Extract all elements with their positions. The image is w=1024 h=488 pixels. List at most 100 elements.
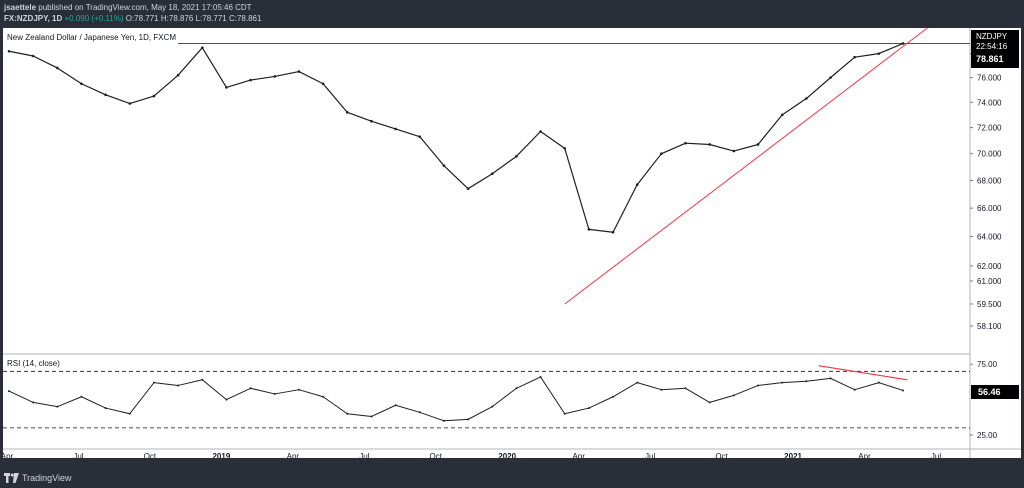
rsi-segment <box>8 390 34 403</box>
rsi-segment <box>685 387 710 403</box>
price-segment <box>467 173 493 190</box>
rsi-segment <box>564 407 590 415</box>
price-segment <box>661 142 686 155</box>
time-tick-label: Apr <box>572 452 585 458</box>
rsi-segment <box>757 382 783 386</box>
price-segment <box>515 131 541 157</box>
chart-background <box>3 28 1021 458</box>
chart-title: New Zealand Dollar / Japanese Yen, 1D, F… <box>7 33 176 42</box>
price-segment <box>419 136 445 167</box>
price-badge-price: 78.861 <box>976 54 1004 64</box>
time-tick-label: Jul <box>931 452 941 458</box>
price-segment <box>588 228 614 233</box>
tradingview-logo-icon[interactable] <box>4 473 19 483</box>
rsi-segment <box>733 384 759 396</box>
price-badge-countdown: 22:54:16 <box>976 42 1008 51</box>
price-segment <box>81 83 106 96</box>
chart-svg[interactable]: New Zealand Dollar / Japanese Yen, 1D, F… <box>1 27 1021 461</box>
footer-brand: TradingView <box>22 473 72 483</box>
price-segment <box>347 111 372 122</box>
price-segment <box>226 79 251 88</box>
price-segment <box>32 55 58 69</box>
rsi-segment <box>395 404 420 413</box>
price-tick-label: 62.000 <box>977 262 1002 271</box>
rsi-segment <box>588 396 614 409</box>
ohlc-info: FX:NZDJPY, 1D +0.090 (+0.11%) O:78.771 H… <box>4 14 261 23</box>
price-tick-label: 68.000 <box>977 176 1002 185</box>
price-segment <box>781 98 807 116</box>
price-badge: NZDJPY 22:54:16 78.861 <box>971 30 1019 68</box>
price-tick-label: 76.000 <box>977 74 1002 83</box>
rsi-segment <box>201 379 227 400</box>
author-name[interactable]: jsaettele <box>4 3 37 12</box>
time-tick-label: Jul <box>73 452 83 458</box>
rsi-segment <box>467 406 493 420</box>
rsi-series <box>8 375 904 422</box>
rsi-segment <box>830 377 855 391</box>
rsi-segment <box>612 382 638 398</box>
rsi-segment <box>129 382 155 415</box>
price-segment <box>805 77 831 100</box>
price-segment <box>274 70 300 78</box>
rsi-segment <box>81 396 106 409</box>
price-segment <box>709 143 735 152</box>
time-tick-label: 2019 <box>212 452 230 458</box>
time-tick-label: Jul <box>645 452 655 458</box>
price-tick-label: 74.000 <box>977 98 1002 107</box>
time-tick-label: Oct <box>715 452 728 458</box>
price-segment <box>371 120 396 130</box>
header-bar: jsaettele published on TradingView.com, … <box>0 0 1024 28</box>
price-tick-label: 70.000 <box>977 150 1002 159</box>
price-segment <box>564 148 590 230</box>
rsi-segment <box>782 380 807 384</box>
rsi-segment <box>33 401 58 408</box>
rsi-badge-value: 56.46 <box>978 387 1001 397</box>
rsi-point <box>902 389 904 392</box>
rsi-segment <box>540 376 566 414</box>
rsi-segment <box>274 389 300 395</box>
price-segment <box>153 74 179 97</box>
symbol-label: FX:NZDJPY, 1D <box>4 14 63 23</box>
support-trendline <box>564 27 928 305</box>
rsi-segment <box>443 418 469 422</box>
rsi-segment <box>419 411 445 422</box>
price-series <box>7 42 905 234</box>
price-badge-symbol: NZDJPY <box>976 32 1008 41</box>
rsi-segment <box>516 376 541 389</box>
time-tick-label: Apr <box>287 452 300 458</box>
time-axis-ticks: Apr Jul Oct 2019 Apr Jul Oct 2020 Apr Jul Oct 2021 A… <box>1 452 942 461</box>
time-tick-label: Apr <box>3 452 14 458</box>
rsi-segment <box>854 382 879 391</box>
rsi-segment <box>661 387 686 391</box>
rsi-tick-label: 25.00 <box>977 431 998 440</box>
rsi-segment <box>347 413 372 418</box>
price-tick-label: 59.500 <box>977 300 1002 309</box>
publish-text: published on TradingView.com, May 18, 20… <box>36 3 252 12</box>
rsi-segment <box>57 396 82 408</box>
price-tick-label: 61.000 <box>977 277 1002 286</box>
time-tick-label: Jul <box>359 452 369 458</box>
price-tick-label: 66.000 <box>977 204 1002 213</box>
price-segment <box>636 153 662 185</box>
rsi-segment <box>637 382 662 391</box>
chart-annotations <box>178 27 970 381</box>
time-tick-label: 2021 <box>784 452 802 458</box>
rsi-segment <box>806 377 831 382</box>
rsi-segment <box>322 396 348 415</box>
rsi-segment <box>178 379 203 386</box>
time-tick-label: Oct <box>430 452 443 458</box>
rsi-segment <box>153 382 179 386</box>
rsi-axis-ticks: 75.00 25.00 <box>3 360 998 440</box>
rsi-segment <box>226 387 251 401</box>
rsi-divergence-trendline <box>818 365 908 381</box>
rsi-label: RSI (14, close) <box>7 359 60 368</box>
price-tick-label: 72.000 <box>977 124 1002 133</box>
open-value: O:78.771 <box>125 14 159 23</box>
price-segment <box>878 42 904 55</box>
rsi-badge-box <box>971 385 1019 399</box>
time-tick-label: Oct <box>144 452 157 458</box>
price-segment <box>177 47 203 76</box>
price-segment <box>443 165 469 190</box>
change-value: +0.090 (+0.11%) <box>64 14 124 23</box>
chart-area[interactable]: New Zealand Dollar / Japanese Yen, 1D, F… <box>1 27 1021 461</box>
